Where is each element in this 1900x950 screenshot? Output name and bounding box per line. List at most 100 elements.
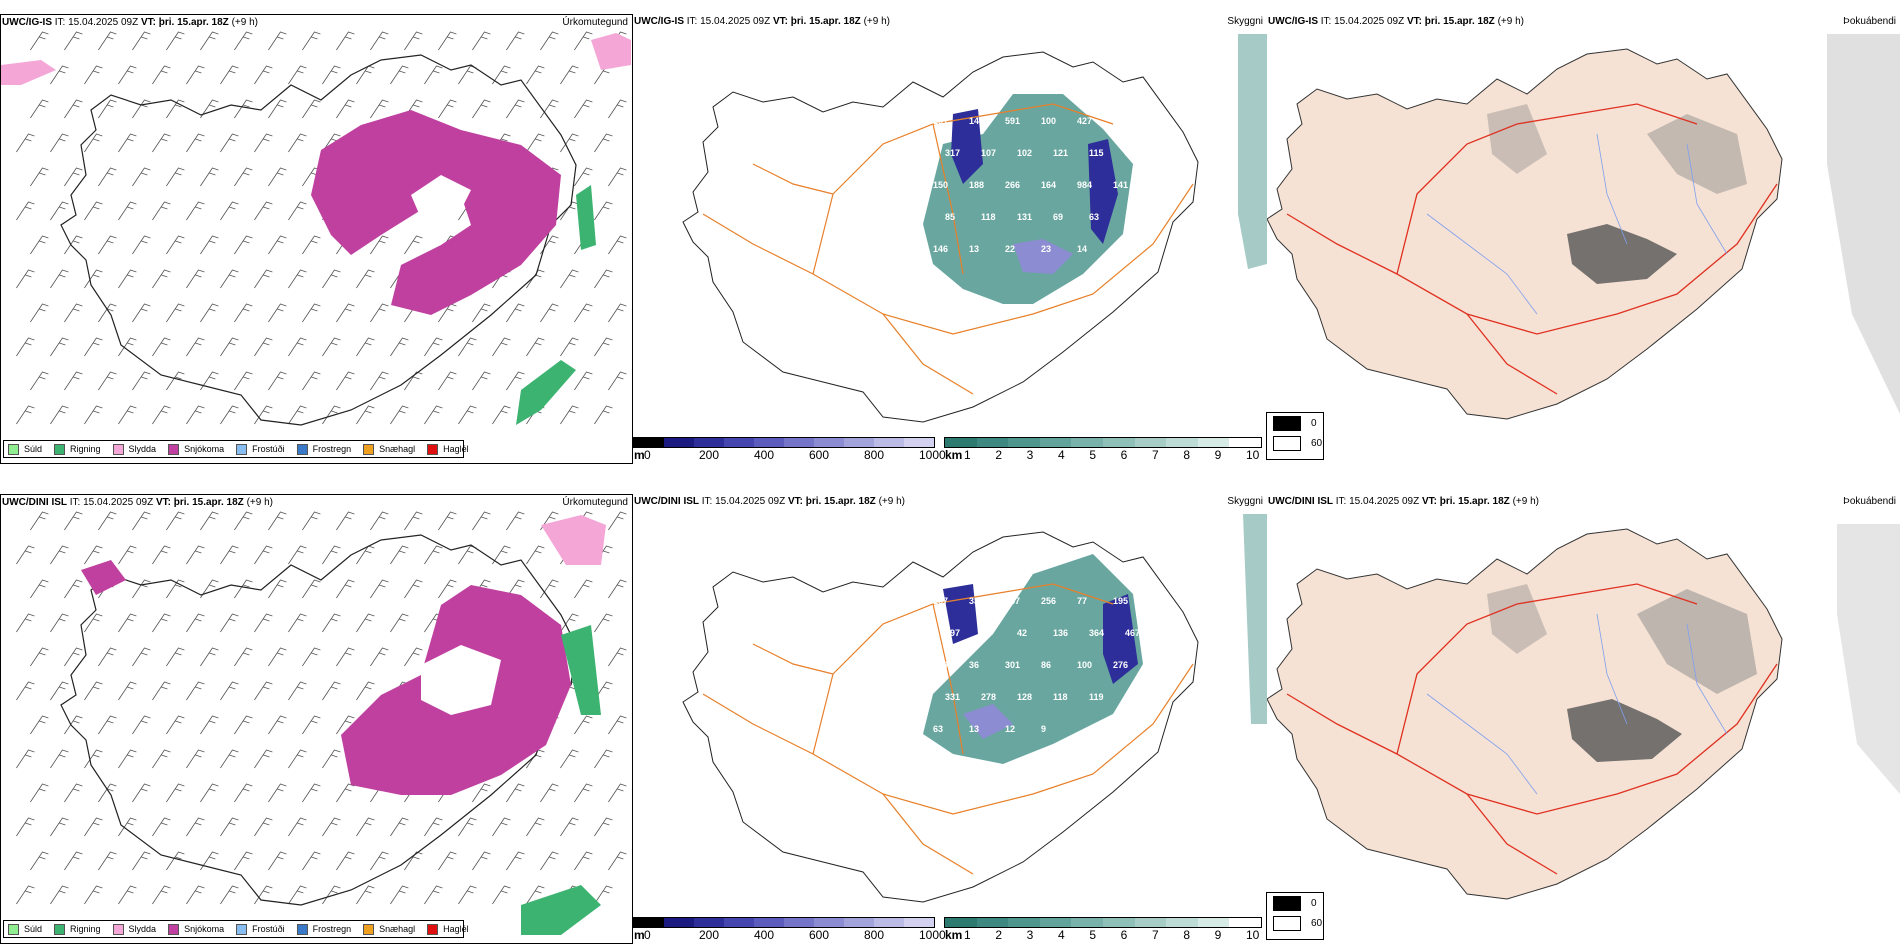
wind-barb xyxy=(16,337,35,357)
wind-barb xyxy=(220,545,239,565)
it-label: IT: xyxy=(686,16,698,27)
wind-barb xyxy=(594,337,613,357)
road-network xyxy=(1286,583,1778,875)
vt-value: þri. 15.apr. 18Z xyxy=(805,496,876,507)
colorbar-unit: m xyxy=(634,928,645,942)
wind-barb xyxy=(166,167,185,187)
wind-barb xyxy=(526,885,545,905)
wind-barb xyxy=(574,371,593,391)
legend-item: Slydda xyxy=(112,443,156,455)
wind-barb xyxy=(438,371,457,391)
wind-barb xyxy=(98,783,117,803)
wind-barb xyxy=(64,167,83,187)
wind-barb xyxy=(220,885,239,905)
lead-time: (+9 h) xyxy=(246,497,273,508)
visibility-value: 278 xyxy=(981,692,996,702)
land-fill xyxy=(1267,528,1783,900)
visibility-value: 63 xyxy=(933,724,943,734)
wind-barb xyxy=(268,99,287,119)
panel-title: Skyggni xyxy=(1227,16,1263,27)
colorbar-tick: 800 xyxy=(864,928,885,942)
wind-barb xyxy=(288,133,307,153)
visibility-value: 9 xyxy=(1041,724,1046,734)
legend-label: Snæhagl xyxy=(379,924,416,934)
wind-barb xyxy=(30,783,49,803)
legend-item: Frostúði xyxy=(236,443,285,455)
wind-barb xyxy=(16,681,35,701)
visibility-value: 92 xyxy=(981,628,991,638)
fog-legend-row1: 0 60 xyxy=(1266,412,1324,460)
wind-barb xyxy=(322,613,341,633)
wind-barb xyxy=(254,201,273,221)
wind-barb xyxy=(288,817,307,837)
wind-barb xyxy=(254,269,273,289)
wind-barb xyxy=(288,337,307,357)
wind-barb xyxy=(526,337,545,357)
visibility-value: 77 xyxy=(1077,596,1087,606)
wind-barb xyxy=(390,613,409,633)
wind-barb xyxy=(268,167,287,187)
wind-barb xyxy=(458,545,477,565)
height-colorbar: m 0 200 400 600 800 1000 xyxy=(633,917,946,943)
wind-barb xyxy=(302,99,321,119)
fog-offshore xyxy=(1837,524,1900,794)
wind-barb xyxy=(84,337,103,357)
visibility-value: 150 xyxy=(933,180,948,190)
wind-barb xyxy=(152,337,171,357)
panel-header: UWC/DINI ISL IT: 15.04.2025 09Z VT: þri.… xyxy=(2,497,273,508)
wind-barb xyxy=(302,235,321,255)
fog-offshore xyxy=(1827,34,1900,414)
vis-blue-area-3 xyxy=(951,109,983,184)
fog-legend-low-label: 60 xyxy=(1311,917,1323,929)
visibility-value: 164 xyxy=(1041,180,1056,190)
wind-barb xyxy=(254,885,273,905)
vt-value: þri. 15.apr. 18Z xyxy=(158,17,229,28)
wind-barb xyxy=(84,749,103,769)
vt-label: VT: xyxy=(140,17,156,28)
wind-barb xyxy=(608,303,627,323)
wind-barb xyxy=(424,337,443,357)
colorbar-tick: 6 xyxy=(1120,448,1128,462)
it-value: 15.04.2025 09Z xyxy=(68,17,139,28)
colorbar-tick: 1000 xyxy=(919,448,946,462)
it-label: IT: xyxy=(1320,16,1332,27)
wind-barb xyxy=(322,65,341,85)
visibility-value: 86 xyxy=(1041,660,1051,670)
colorbar-tick: 10 xyxy=(1246,448,1260,462)
visibility-labels: 167 335 257 256 77 195 197 92 42 136 364 467 109 36 30… xyxy=(933,596,1140,734)
wind-barb xyxy=(492,545,511,565)
legend-label: Haglél xyxy=(443,924,469,934)
wind-barb xyxy=(458,817,477,837)
wind-barb xyxy=(200,31,219,51)
visibility-value: 188 xyxy=(969,180,984,190)
legend-swatch xyxy=(427,443,439,455)
wind-barb xyxy=(152,749,171,769)
wind-barb xyxy=(608,235,627,255)
wind-barb xyxy=(98,647,117,667)
visibility-colorbar: km 1 2 3 4 5 6 7 8 9 10 xyxy=(944,437,1264,463)
fog-grey-area xyxy=(1567,224,1677,284)
wind-barb xyxy=(50,545,69,565)
wind-barb xyxy=(166,579,185,599)
legend-swatch xyxy=(363,923,375,935)
vt-value: þri. 15.apr. 18Z xyxy=(173,497,244,508)
colorbar-unit: km xyxy=(945,448,963,462)
precip-map-row1 xyxy=(1,31,631,426)
legend-item: Slydda xyxy=(112,923,156,935)
wind-barb xyxy=(234,167,253,187)
precip-panel-row2: UWC/DINI ISL IT: 15.04.2025 09Z VT: þri.… xyxy=(0,494,633,944)
fog-map-row2 xyxy=(1267,524,1900,900)
wind-barb xyxy=(526,65,545,85)
visibility-value: 335 xyxy=(969,596,984,606)
wind-barb xyxy=(322,269,341,289)
wind-barb xyxy=(540,511,559,531)
wind-barb xyxy=(370,511,389,531)
colorbar-tick: 1000 xyxy=(919,928,946,942)
wind-barb xyxy=(424,817,443,837)
wind-barb xyxy=(404,371,423,391)
wind-barb xyxy=(268,31,287,51)
wind-barb xyxy=(166,303,185,323)
wind-barb xyxy=(152,65,171,85)
wind-barb xyxy=(404,235,423,255)
wind-barb xyxy=(166,371,185,391)
